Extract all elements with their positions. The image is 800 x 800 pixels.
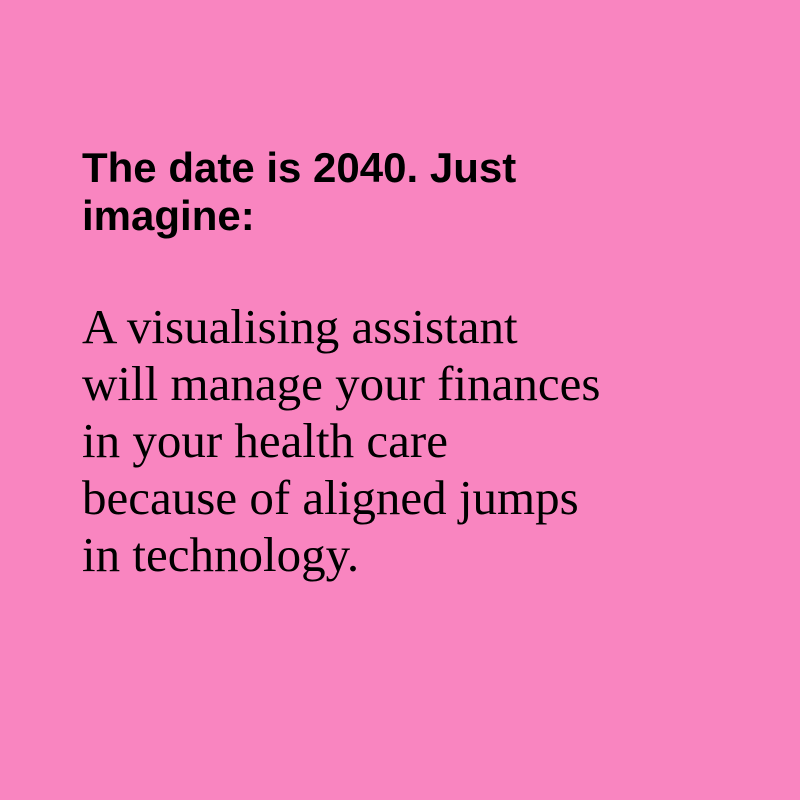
body-line: will manage your finances: [82, 356, 601, 411]
body-line: because of aligned jumps: [82, 470, 579, 525]
headline-line: imagine:: [82, 192, 255, 239]
headline-line: The date is 2040. Just: [82, 144, 517, 191]
headline: The date is 2040. Just imagine:: [82, 144, 742, 240]
body-line: in your health care: [82, 413, 448, 468]
body-line: A visualising assistant: [82, 299, 518, 354]
body-text: A visualising assistant will manage your…: [82, 298, 762, 583]
body-line: in technology.: [82, 527, 360, 582]
